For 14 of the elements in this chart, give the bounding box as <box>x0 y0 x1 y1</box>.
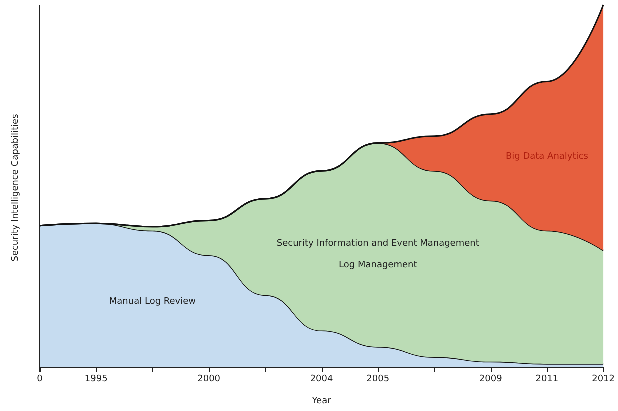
x-tick-label: 2000 <box>198 374 221 384</box>
x-tick-label: 0 <box>37 374 44 384</box>
y-axis-title: Security Intelligence Capabilities <box>11 114 21 262</box>
series-label: Manual Log Review <box>109 296 196 307</box>
x-tick-label: 2004 <box>310 374 334 384</box>
series-label: Security Information and Event Management <box>276 238 480 249</box>
x-tick-label: 2009 <box>479 374 503 384</box>
x-tick-label: 2011 <box>536 374 559 384</box>
x-tick-label: 2012 <box>592 374 615 384</box>
annotation: Log Management <box>339 260 418 271</box>
x-axis-title: Year <box>311 396 332 406</box>
series-label: Big Data Analytics <box>506 152 589 162</box>
x-tick-label: 1995 <box>84 374 108 384</box>
x-tick-label: 2005 <box>366 374 390 384</box>
